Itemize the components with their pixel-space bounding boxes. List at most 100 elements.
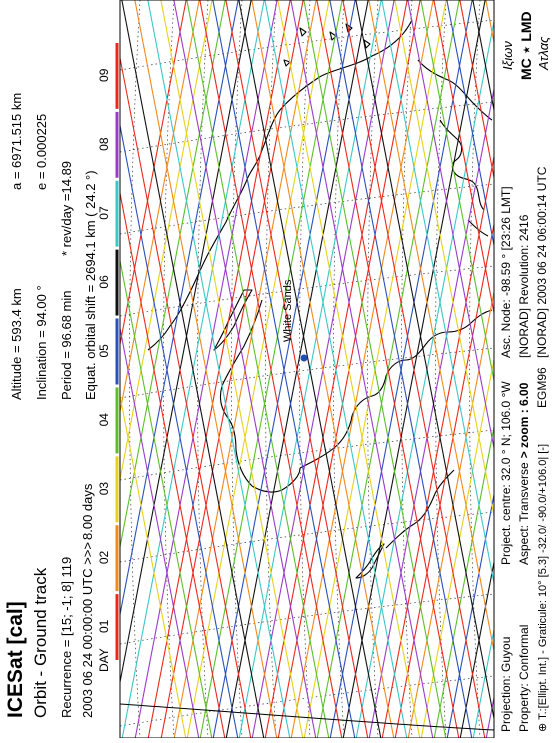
coastline-mexico-west [219, 299, 263, 487]
map-border-curve [120, 703, 494, 731]
ground-track-descending [264, 0, 408, 738]
ground-track-descending [238, 0, 382, 738]
day-axis-label: DAY [97, 648, 111, 672]
ground-track-descending [186, 0, 330, 738]
ground-track-descending [120, 122, 239, 738]
ground-track-descending [173, 0, 317, 738]
ground-track-descending [120, 393, 187, 738]
recurrence: Recurrence = [15; -1; 8] 119 [59, 557, 74, 718]
day-label-07: 07 [97, 206, 111, 220]
asc-node: Asc. Node: -98.59 ° [23:26 LMT] [499, 186, 513, 358]
graticule-meridian [469, 0, 481, 738]
day-label-05: 05 [97, 344, 111, 358]
ground-track-descending [134, 0, 278, 738]
day-axis: DAY 01 02 03 04 05 06 07 08 09 [97, 43, 119, 672]
info-panel: ICESat [cal] Orbit - Ground track Recurr… [4, 93, 98, 718]
ground-track-descending [120, 55, 252, 738]
ground-track-descending [394, 0, 494, 519]
egm-model: EGM96 [535, 367, 549, 408]
ground-track-descending [407, 0, 494, 451]
logo-greek-top: Ιξιων [500, 41, 515, 70]
day-label-02: 02 [97, 550, 111, 564]
ground-track-descending [199, 0, 343, 738]
ground-track-descending [329, 0, 473, 738]
aspect: Aspect: Transverse > zoom : 6.00 [517, 382, 531, 565]
ground-track-descending [342, 0, 486, 738]
graticule-meridian [299, 0, 311, 738]
ground-track-descending [212, 0, 356, 738]
norad-date: [NORAD] 2003 06 24 06:00:14 UTC [535, 166, 549, 358]
day-label-08: 08 [97, 137, 111, 151]
ground-track-descending [120, 190, 226, 738]
graticule-meridian [367, 0, 379, 738]
coastline-islands-north [283, 23, 371, 67]
white-sands-label: White Sands [282, 279, 294, 342]
ground-track-descending [277, 0, 421, 738]
semi-major-axis: a = 6971.515 km [9, 93, 24, 190]
coastline-pacific [147, 19, 413, 351]
orbital-shift: Equat. orbital shift = 2694.1 km ( 24.2 … [83, 170, 98, 400]
coastline-gulf [299, 309, 493, 469]
rev-per-day: * rev/day =14.89 [59, 161, 74, 256]
projection-centre: Project. centre: 32.0 ° N; 106.0 °W [499, 381, 513, 565]
graticule-meridian [265, 0, 277, 738]
map-panel: White Sands [120, 0, 515, 738]
altitude: Altitude = 593.4 km [9, 288, 24, 400]
ground-track-descending [290, 0, 434, 738]
ground-track-descending [251, 0, 395, 738]
subtitle: Orbit - Ground track [31, 567, 50, 718]
footer-panel: Projection: Guyou Property: Conformal ⊕ … [499, 11, 551, 732]
graticule-meridian [197, 0, 209, 738]
aspect-zoom: > zoom : 6.00 [517, 382, 531, 458]
white-sands-point [300, 354, 308, 362]
ground-track-descending [120, 257, 213, 738]
ground-track-ascending [446, 491, 494, 738]
ground-track-descending [316, 0, 460, 738]
ground-track-descending [303, 0, 447, 738]
period: Period = 96.68 min [59, 291, 74, 400]
graticule-meridian [333, 0, 345, 738]
ground-track-descending [446, 0, 494, 249]
property: Property: Conformal [517, 625, 531, 732]
ground-track-ascending [459, 559, 494, 738]
ground-track-descending [147, 0, 291, 738]
day-label-03: 03 [97, 482, 111, 496]
ground-track-descending [225, 0, 369, 738]
ground-track-descending [381, 0, 494, 587]
inclination: Inclination = 94.00 ° [34, 285, 49, 400]
ground-track-ascending [120, 0, 187, 347]
ground-track-descending [433, 0, 494, 316]
coastline-cuba [355, 543, 385, 579]
logo-mc-lmd: MC ⋆ LMD [518, 11, 534, 80]
projection: Projection: Guyou [499, 637, 513, 732]
ground-track-ascending [433, 424, 494, 738]
coastline-baja [213, 289, 253, 351]
day-label-01: 01 [97, 619, 111, 633]
ground-track-descending [160, 0, 304, 738]
start-date: 2003 06 24 00:00:00 UTC >>> [80, 542, 95, 718]
ground-track-descending [121, 0, 265, 738]
graticule-meridian [504, 0, 515, 738]
graticule-info: ⊕ T.:[Ellipt. Int.] - Graticule: 10° [5.… [537, 444, 549, 732]
coastline [147, 19, 493, 579]
graticule-meridian [129, 0, 141, 738]
graticule-meridian [163, 0, 175, 738]
eccentricity: e = 0.000225 [34, 114, 49, 190]
day-label-06: 06 [97, 275, 111, 289]
ground-track-descending [459, 0, 494, 181]
ground-track-descending [355, 0, 494, 722]
day-label-09: 09 [97, 68, 111, 82]
ground-track-descending [420, 0, 494, 384]
duration: 8.00 days [80, 483, 95, 540]
norad-revolution: [NORAD] Revolution: 2416 [517, 214, 531, 358]
ground-track-descending [120, 325, 200, 738]
aspect-label: Aspect: Transverse [517, 462, 531, 565]
logo-greek-bottom: Ατλας [536, 36, 551, 71]
ground-tracks [120, 0, 494, 738]
title: ICESat [cal] [4, 601, 27, 718]
white-sands-marker: White Sands [282, 279, 308, 362]
ground-track-descending [368, 0, 494, 654]
day-label-04: 04 [97, 413, 111, 427]
